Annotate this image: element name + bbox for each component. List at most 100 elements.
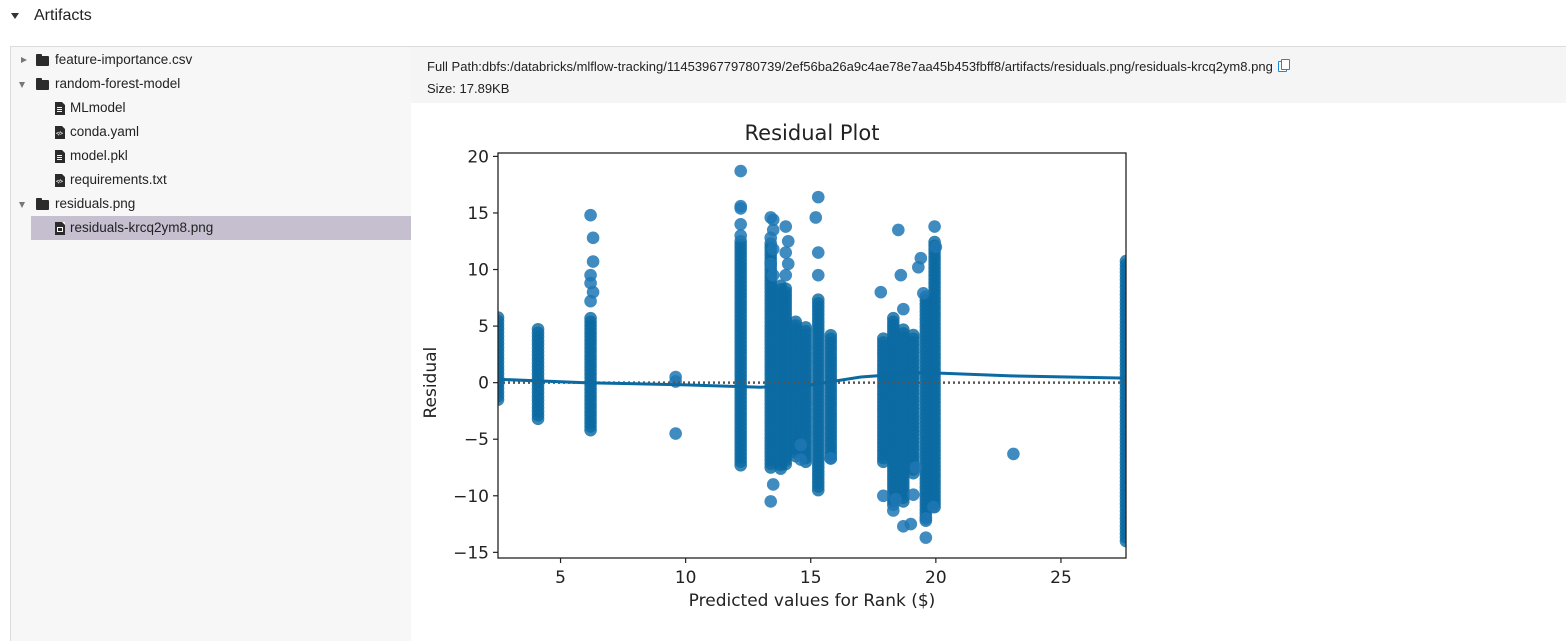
scatter-point bbox=[1007, 447, 1020, 461]
tree-item-label: MLmodel bbox=[70, 100, 126, 115]
scatter-point bbox=[907, 328, 920, 342]
tree-item[interactable]: MLmodel bbox=[11, 96, 411, 120]
scatter-point bbox=[811, 268, 825, 282]
section-title: Artifacts bbox=[34, 7, 92, 24]
y-tick-label: 0 bbox=[478, 374, 489, 394]
scatter-point bbox=[531, 322, 545, 336]
scatter-point bbox=[794, 453, 808, 466]
scatter-point bbox=[877, 489, 890, 503]
caret-right-icon[interactable] bbox=[21, 56, 27, 63]
tree-item-label: residuals-krcq2ym8.png bbox=[70, 220, 214, 235]
axes-frame bbox=[497, 152, 1127, 559]
tree-item[interactable]: </> requirements.txt bbox=[11, 168, 411, 192]
scatter-point bbox=[874, 285, 888, 299]
y-tick-label: 10 bbox=[467, 261, 489, 281]
tree-item-label: model.pkl bbox=[70, 148, 128, 163]
tree-item[interactable]: feature-importance.csv bbox=[11, 48, 411, 72]
scatter-point bbox=[789, 315, 803, 329]
tree-item[interactable]: residuals.png bbox=[11, 192, 411, 216]
scatter-point bbox=[734, 202, 747, 215]
scatter-point bbox=[764, 257, 778, 271]
scatter-point bbox=[907, 488, 920, 501]
scatter-point bbox=[586, 255, 600, 268]
artifact-info: Full Path:dbfs:/databricks/mlflow-tracki… bbox=[411, 47, 1566, 103]
scatter-point bbox=[809, 211, 823, 224]
file-icon bbox=[55, 102, 65, 115]
tree-item-label: conda.yaml bbox=[70, 124, 140, 139]
scatter-point bbox=[779, 268, 793, 282]
y-axis-label: Residual bbox=[421, 347, 441, 419]
image-preview: Residual Plot 5 10 15 20 25 −15 −10 −5 0 5 10 15 20 Re… bbox=[411, 103, 1566, 641]
scatter-point bbox=[799, 321, 813, 334]
folder-icon bbox=[36, 78, 49, 90]
file-icon bbox=[55, 150, 65, 163]
scatter-point bbox=[584, 311, 597, 325]
scatter-point bbox=[897, 323, 910, 337]
scatter-point bbox=[734, 164, 747, 178]
scatter-point bbox=[766, 478, 780, 491]
folder-icon bbox=[36, 54, 49, 66]
scatter-point bbox=[766, 268, 780, 282]
y-tick-label: −15 bbox=[453, 543, 489, 563]
scatter-point bbox=[766, 242, 780, 256]
scatter-point bbox=[877, 332, 890, 345]
x-tick-label: 20 bbox=[925, 568, 947, 588]
artifacts-panel: feature-importance.csv random-forest-mode… bbox=[10, 46, 1566, 641]
scatter-point bbox=[912, 260, 925, 274]
tree-item[interactable]: residuals-krcq2ym8.png bbox=[31, 216, 411, 240]
full-path-text: Full Path:dbfs:/databricks/mlflow-tracki… bbox=[427, 59, 1273, 74]
scatter-point bbox=[584, 208, 597, 222]
scatter-point bbox=[586, 231, 600, 245]
scatter-point bbox=[794, 438, 808, 452]
x-tick-label: 15 bbox=[800, 568, 822, 588]
scatter-point bbox=[824, 452, 838, 465]
y-tick-label: −10 bbox=[453, 487, 489, 507]
scatter-point bbox=[887, 311, 900, 325]
scatter-point bbox=[892, 223, 905, 237]
scatter-point bbox=[498, 311, 505, 324]
code-file-icon: </> bbox=[55, 174, 65, 187]
scatter-point bbox=[734, 217, 747, 231]
tree-item[interactable]: model.pkl bbox=[11, 144, 411, 168]
file-size-text: Size: 17.89KB bbox=[427, 81, 510, 96]
scatter-point bbox=[889, 492, 903, 506]
caret-down-icon[interactable] bbox=[19, 82, 25, 88]
scatter-point bbox=[779, 246, 793, 259]
artifact-tree: feature-importance.csv random-forest-mode… bbox=[11, 47, 411, 641]
scatter-point bbox=[584, 294, 597, 308]
scatter-point bbox=[781, 234, 795, 248]
y-tick-label: 15 bbox=[467, 204, 489, 224]
code-file-icon: </> bbox=[55, 126, 65, 139]
y-tick-label: −5 bbox=[464, 430, 489, 450]
scatter-point bbox=[811, 246, 825, 259]
scatter-point bbox=[904, 517, 918, 531]
tree-item[interactable]: random-forest-model bbox=[11, 72, 411, 96]
scatter-point bbox=[781, 257, 795, 271]
scatter-point bbox=[779, 220, 793, 233]
scatter-point bbox=[894, 268, 908, 282]
scatter-point bbox=[811, 293, 825, 307]
y-tick-label: 5 bbox=[478, 317, 489, 337]
caret-down-icon[interactable] bbox=[11, 13, 19, 19]
scatter-point bbox=[1119, 254, 1126, 268]
y-tick-label: 20 bbox=[467, 147, 489, 167]
copy-icon[interactable] bbox=[1278, 59, 1290, 72]
tree-item-label: random-forest-model bbox=[55, 76, 181, 91]
scatter-point bbox=[734, 229, 747, 242]
artifacts-section-header[interactable]: Artifacts bbox=[0, 0, 1566, 34]
tree-item-label: requirements.txt bbox=[70, 172, 167, 187]
scatter-point bbox=[919, 531, 933, 544]
scatter-point bbox=[917, 286, 930, 300]
scatter-point bbox=[909, 461, 923, 474]
scatter-point bbox=[779, 282, 793, 295]
plot-area bbox=[498, 164, 1126, 548]
tree-item[interactable]: </> conda.yaml bbox=[11, 120, 411, 144]
scatter-point bbox=[764, 231, 778, 245]
scatter-point bbox=[824, 328, 838, 342]
scatter-point bbox=[929, 240, 943, 254]
tree-item-label: residuals.png bbox=[55, 196, 136, 211]
scatter-point bbox=[669, 427, 682, 440]
scatter-point bbox=[887, 504, 900, 517]
caret-down-icon[interactable] bbox=[19, 202, 25, 208]
tree-item-label: feature-importance.csv bbox=[55, 52, 193, 67]
